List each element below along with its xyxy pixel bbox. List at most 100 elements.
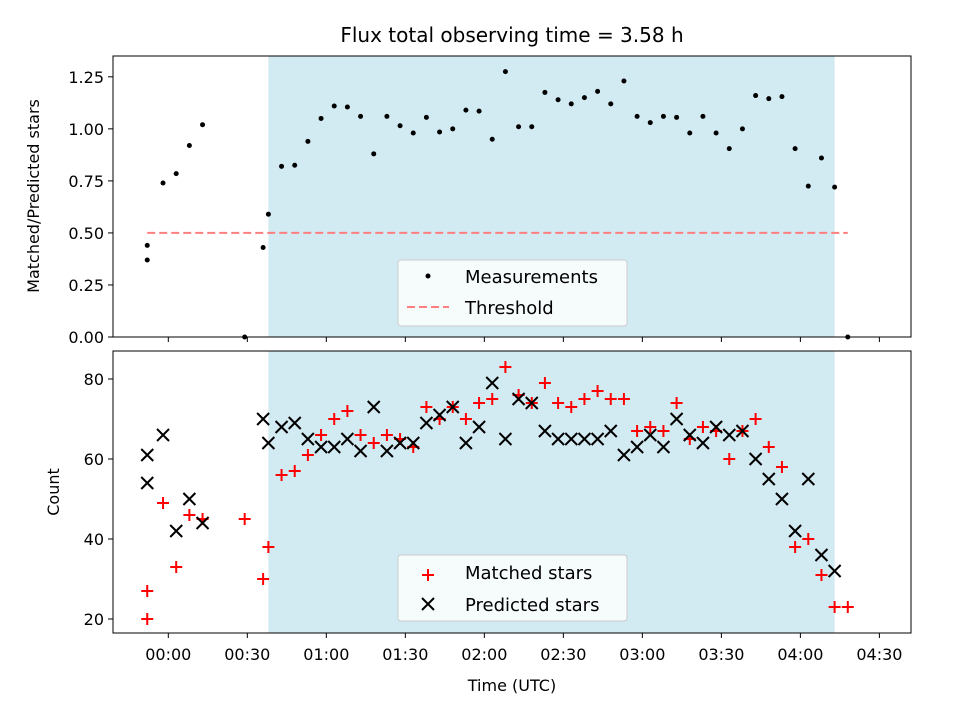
predicted-star-point (722, 428, 736, 442)
matched-star-point (315, 429, 328, 441)
matched-star-point (157, 497, 170, 509)
predicted-star-point (683, 428, 697, 442)
legend-matched-label: Matched stars (465, 563, 592, 584)
predicted-star-point (327, 440, 341, 454)
predicted-star-point (564, 432, 578, 446)
measurement-point (279, 163, 285, 169)
predicted-star-point (274, 420, 289, 434)
measurement-point (410, 130, 416, 136)
predicted-star-point (301, 432, 315, 446)
predicted-star-point (538, 424, 552, 438)
predicted-star-point (735, 424, 750, 438)
matched-star-point (775, 461, 788, 473)
predicted-star-point (140, 476, 154, 490)
y-tick-label: 60 (84, 450, 104, 469)
x-tick-label: 03:30 (698, 645, 744, 664)
x-tick-label: 00:30 (224, 645, 270, 664)
matched-star-point (380, 429, 393, 441)
x-tick-label: 04:30 (856, 645, 902, 664)
predicted-star-point (367, 400, 381, 414)
bottom-legend-box (397, 554, 628, 622)
measurement-point (384, 113, 390, 119)
x-tick-label: 02:00 (461, 645, 507, 664)
predicted-star-point (380, 444, 394, 458)
matched-star-point (238, 513, 251, 525)
measurement-point (608, 101, 614, 107)
matched-star-point (670, 397, 683, 409)
measurement-point (568, 101, 574, 107)
measurement-point (713, 130, 719, 136)
matched-star-point (257, 573, 270, 585)
top-panel: Flux total observing time = 3.58 h Match… (24, 23, 912, 347)
matched-star-point (341, 405, 354, 417)
matched-star-point (815, 569, 828, 581)
measurement-point (331, 103, 337, 109)
matched-star-point (354, 429, 367, 441)
measurement-point (502, 69, 508, 75)
predicted-star-point (353, 444, 368, 458)
predicted-star-point (498, 432, 513, 446)
y-tick-label: 40 (84, 530, 104, 549)
top-title: Flux total observing time = 3.58 h (340, 23, 683, 47)
matched-star-point (631, 425, 644, 437)
matched-star-point (565, 401, 578, 413)
predicted-star-point (195, 516, 210, 530)
predicted-star-point (182, 492, 197, 506)
measurement-point (437, 129, 443, 135)
matched-star-point (262, 541, 275, 553)
matched-star-point (301, 449, 314, 461)
predicted-star-point (140, 448, 154, 462)
matched-star-point (723, 453, 736, 465)
predicted-star-point (432, 408, 447, 422)
predicted-star-point (525, 396, 539, 410)
measurement-point (516, 124, 522, 130)
measurement-point (186, 143, 192, 149)
matched-star-point (499, 361, 512, 373)
top-legend: Measurements Threshold (397, 259, 628, 327)
measurement-point (260, 244, 266, 250)
x-tick-label: 03:00 (619, 645, 665, 664)
predicted-star-point (669, 412, 684, 426)
bottom-legend: Matched stars Predicted stars (397, 554, 628, 622)
matched-star-point (657, 425, 670, 437)
predicted-star-point (169, 524, 183, 538)
predicted-star-point (419, 416, 434, 430)
predicted-star-point (656, 440, 671, 454)
predicted-star-point (748, 452, 763, 466)
measurement-point (647, 120, 653, 126)
measurement-point (358, 113, 364, 119)
matched-star-point (552, 397, 565, 409)
measurement-point (581, 95, 587, 101)
measurement-point (160, 180, 166, 186)
legend-predicted-label: Predicted stars (465, 595, 599, 616)
predicted-star-point (762, 472, 776, 486)
predicted-star-point (551, 432, 565, 446)
predicted-star-point (801, 472, 815, 486)
predicted-star-point (261, 436, 276, 450)
predicted-star-point (288, 416, 302, 430)
measurement-point (700, 113, 706, 119)
top-axes-frame (112, 55, 912, 338)
measurement-point (397, 123, 403, 129)
matched-star-point (141, 613, 154, 625)
matched-star-point (828, 601, 841, 613)
x-tick-label: 04:00 (777, 645, 823, 664)
measurement-point (144, 242, 150, 248)
predicted-star-point (156, 428, 170, 442)
matched-star-point (459, 413, 472, 425)
measurement-point (344, 104, 350, 110)
legend-predicted-marker (421, 597, 435, 611)
y-tick-label: 80 (84, 370, 104, 389)
x-tick-label: 02:30 (540, 645, 586, 664)
predicted-star-point (630, 440, 644, 454)
legend-threshold-label: Threshold (464, 298, 554, 319)
measurement-point (660, 113, 666, 119)
measurement-point (832, 184, 838, 190)
measurement-point (144, 257, 150, 263)
y-tick-label: 1.25 (68, 68, 104, 87)
matched-star-point (486, 393, 499, 405)
measurement-point (529, 124, 535, 130)
predicted-star-point (709, 420, 723, 434)
predicted-star-point (643, 428, 657, 442)
